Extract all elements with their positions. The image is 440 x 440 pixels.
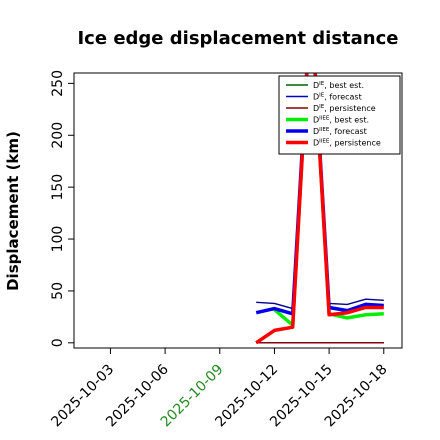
y-tick-label: 50	[50, 282, 66, 300]
legend-entry-label: DIE, best est.	[313, 81, 364, 90]
legend-entry-label: DIIEE, persistence	[313, 139, 381, 148]
series-lines	[255, 73, 384, 345]
y-axis: 0 50 100 150 200 250	[50, 70, 74, 347]
series-line-iiee-persistence	[255, 73, 384, 345]
y-tick-label: 200	[50, 122, 66, 149]
legend: DIE, best est. DIE, forecast DIE, persiste…	[278, 75, 401, 155]
chart-title: Ice edge displacement distance	[77, 28, 398, 49]
legend-entry-label: DIE, persistence	[313, 104, 376, 113]
y-tick-label: 250	[50, 70, 66, 97]
y-tick-label: 0	[50, 338, 66, 347]
legend-entry-label: DIE, forecast	[313, 93, 362, 102]
legend-entry-label: DIIEE, best est.	[313, 116, 369, 125]
plot-frame	[73, 72, 403, 349]
x-axis: 2025-10-032025-10-062025-10-092025-10-12…	[48, 348, 391, 430]
y-tick-label: 150	[50, 174, 66, 201]
y-tick-label: 100	[50, 226, 66, 253]
y-axis-label: Displacement (km)	[4, 131, 22, 291]
legend-entry-label: DIIEE, forecast	[313, 127, 367, 136]
series-line-iiee-best-est	[273, 73, 384, 327]
